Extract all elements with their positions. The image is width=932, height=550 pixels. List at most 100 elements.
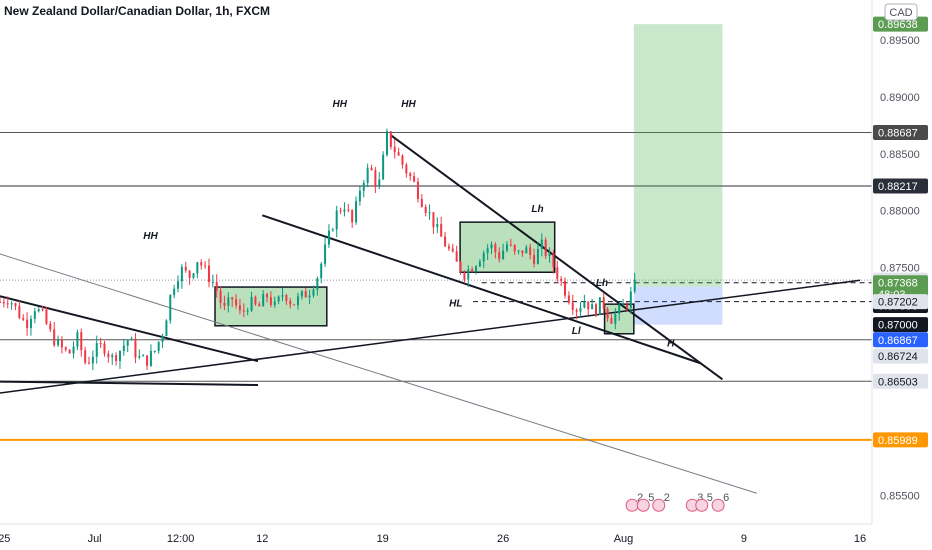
- time-axis[interactable]: 25 Jul 12:00 12 19 26 Aug 9 16: [0, 523, 872, 545]
- candle-body: [88, 362, 91, 364]
- price-tag-label: 0.87000: [878, 320, 918, 332]
- candle-body: [614, 313, 617, 324]
- candle-body: [231, 297, 234, 300]
- pattern-annotation: HL: [449, 298, 462, 309]
- annotations: HH HH HH HL Lh Lh Ll H: [143, 99, 675, 349]
- candle-body: [219, 290, 222, 303]
- price-tick-label: 0.89000: [880, 92, 920, 104]
- candle-body: [486, 248, 489, 253]
- price-tag: 0.87000: [873, 317, 928, 333]
- candle-body: [525, 247, 528, 254]
- candle-body: [587, 301, 590, 310]
- candle-body: [544, 239, 547, 256]
- candle-body: [22, 318, 25, 320]
- event-count: 6: [723, 492, 729, 504]
- candle-body: [490, 244, 493, 249]
- candle-body: [548, 252, 551, 256]
- price-tag-background: [873, 294, 928, 310]
- candle-body: [471, 269, 474, 272]
- long-position-tool[interactable]: [633, 24, 723, 325]
- candle-body: [498, 252, 501, 260]
- time-tick-label: Jul: [88, 533, 102, 545]
- consolidation-boxes[interactable]: [214, 221, 635, 335]
- trendline: [261, 214, 702, 365]
- event-flag-icon: [695, 498, 709, 512]
- price-tick-label: 0.89500: [880, 35, 920, 47]
- candle-body: [126, 340, 129, 346]
- candle-body: [296, 296, 299, 306]
- candle-body: [0, 301, 1, 303]
- candle-body: [6, 303, 9, 305]
- price-axis[interactable]: 0.89500 0.89000 0.88500 0.88000 0.87500 0.870…: [871, 0, 932, 524]
- time-tick-label: 26: [497, 533, 509, 545]
- candle-body: [610, 318, 613, 324]
- candle-body: [68, 349, 71, 354]
- candle-body: [57, 339, 60, 346]
- candle-body: [428, 212, 431, 214]
- candle-body: [281, 295, 284, 297]
- candle-body: [355, 201, 358, 223]
- trendlines[interactable]: [0, 134, 861, 494]
- candle-body: [258, 304, 261, 307]
- chart-title: New Zealand Dollar/Canadian Dollar, 1h, …: [4, 4, 270, 18]
- candle-body: [134, 338, 137, 358]
- candle-body: [184, 266, 187, 271]
- candle-body: [552, 252, 555, 268]
- price-tag-background: [873, 317, 928, 333]
- candle-body: [509, 244, 512, 246]
- candle-body: [629, 291, 632, 308]
- event-count: 5: [707, 492, 713, 504]
- candle-body: [339, 210, 342, 212]
- candle-body: [262, 294, 265, 307]
- candle-body: [130, 338, 133, 341]
- candle-body: [370, 167, 373, 171]
- currency-badge[interactable]: CAD: [884, 3, 918, 21]
- candle-body: [242, 310, 245, 312]
- candle-body: [432, 212, 435, 228]
- price-tag-background: [873, 348, 928, 364]
- candle-body: [347, 209, 350, 211]
- candle-body: [420, 198, 423, 207]
- trendline: [390, 134, 723, 381]
- candle-body: [266, 294, 269, 298]
- candle-body: [169, 294, 172, 321]
- trendline: [0, 279, 861, 394]
- pattern-annotation: HH: [332, 99, 347, 110]
- candle-body: [2, 302, 5, 304]
- time-tick-label: 19: [377, 533, 389, 545]
- candle-body: [122, 345, 125, 351]
- candle-body: [382, 154, 385, 180]
- candle-body: [540, 239, 543, 249]
- candle-body: [293, 304, 296, 306]
- candlesticks: [0, 128, 636, 371]
- candle-body: [502, 250, 505, 260]
- pattern-annotation: HH: [401, 99, 416, 110]
- pattern-annotation: H: [667, 338, 675, 349]
- candle-body: [591, 304, 594, 310]
- trendline: [0, 253, 757, 494]
- candle-body: [513, 244, 516, 252]
- candle-body: [594, 304, 597, 315]
- candle-body: [60, 339, 63, 348]
- candle-body: [467, 269, 470, 280]
- candle-body: [149, 350, 152, 366]
- candle-body: [223, 302, 226, 306]
- price-tick-label: 0.88000: [880, 206, 920, 218]
- candle-body: [285, 295, 288, 302]
- candle-body: [320, 263, 323, 279]
- candle-body: [273, 301, 276, 305]
- price-tag-label: 0.85989: [878, 435, 918, 447]
- candle-body: [571, 302, 574, 311]
- candle-body: [277, 296, 280, 302]
- candle-body: [49, 323, 52, 330]
- price-tick-label: 0.87500: [880, 263, 920, 275]
- candle-body: [204, 265, 207, 267]
- pattern-annotation: HH: [143, 231, 158, 242]
- candle-body: [478, 261, 481, 267]
- price-tag: 0.86503: [873, 373, 928, 389]
- event-count: 2: [637, 492, 643, 504]
- candle-body: [494, 244, 497, 253]
